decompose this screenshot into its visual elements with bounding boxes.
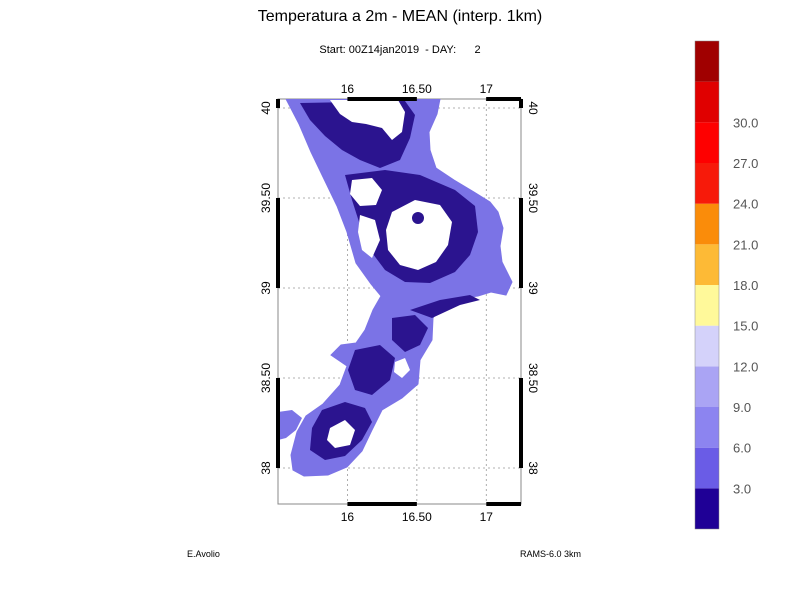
frame-bar-left [276, 198, 280, 288]
lat-tick-label-left: 38.50 [259, 363, 273, 393]
colorbar-swatch [695, 285, 719, 326]
cold-spot-sila [412, 212, 424, 224]
lat-tick-label-left: 39 [259, 281, 273, 295]
snow-aspromonte [327, 420, 355, 448]
colorbar-swatch [695, 163, 719, 204]
colorbar-label: 6.0 [733, 441, 751, 456]
colorbar-swatch [695, 203, 719, 245]
colorbar-label: 3.0 [733, 481, 751, 496]
lat-tick-label-left: 38 [259, 461, 273, 475]
colorbar-swatch [695, 81, 719, 123]
colorbar-label: 24.0 [733, 197, 758, 212]
colorbar-label: 18.0 [733, 278, 758, 293]
frame-bar-right [519, 198, 523, 288]
frame-bar-bottom [486, 502, 521, 506]
calabria-temperature-field [278, 99, 513, 477]
lat-tick-label-right: 38.50 [526, 363, 540, 393]
colorbar-label: 21.0 [733, 237, 758, 252]
lon-tick-label-bottom: 16.50 [402, 510, 432, 524]
frame-bar-top [486, 97, 521, 101]
cold-strip-east [410, 295, 480, 318]
colorbar-swatch [695, 122, 719, 163]
lon-tick-label-top: 17 [480, 82, 494, 96]
lat-tick-label-right: 40 [526, 101, 540, 115]
author-label: E.Avolio [187, 549, 220, 559]
colorbar-swatch [695, 366, 719, 407]
lon-tick-label-bottom: 17 [480, 510, 494, 524]
colorbar-swatch [695, 244, 719, 285]
model-label: RAMS-6.0 3km [520, 549, 582, 559]
tick-labels: 16 16 16.50 16.50 17 17 38 38 38.50 38.50 39 39 39.5… [259, 82, 540, 524]
frame-scale-bars [276, 97, 523, 506]
colorbar-label: 12.0 [733, 359, 758, 374]
frame-bar-top [347, 97, 417, 101]
snow-pollino [330, 100, 405, 140]
colorbar-swatch [695, 447, 719, 489]
frame-bar-right [519, 99, 523, 108]
lat-tick-label-left: 39.50 [259, 183, 273, 213]
colorbar-swatch [695, 488, 719, 529]
snow-sila [386, 200, 452, 270]
snow-serre [394, 358, 410, 378]
frame-bar-bottom [347, 502, 417, 506]
colorbar-swatch [695, 407, 719, 448]
lat-tick-label-right: 39 [526, 281, 540, 295]
colorbar-outline [694, 40, 720, 530]
colorbar-label: 27.0 [733, 156, 758, 171]
lat-tick-label-right: 39.50 [526, 183, 540, 213]
frame-bar-left [276, 378, 280, 468]
colorbar-swatch [695, 41, 719, 82]
cold-area-serre [392, 315, 428, 352]
lon-tick-label-top: 16 [341, 82, 355, 96]
cold-area-central [348, 345, 395, 395]
sicily-tip [278, 410, 302, 440]
colorbar-label: 15.0 [733, 319, 758, 334]
colorbar-label: 9.0 [733, 400, 751, 415]
lon-tick-label-bottom: 16 [341, 510, 355, 524]
lon-tick-label-top: 16.50 [402, 82, 432, 96]
lat-tick-label-left: 40 [259, 101, 273, 115]
frame-bar-right [519, 378, 523, 468]
snow-sila-north [350, 178, 382, 206]
colorbar: 3.0 6.0 9.0 12.0 15.0 18.0 21.0 24.0 27.0 30.0 [694, 40, 758, 530]
colorbar-label: 30.0 [733, 115, 758, 130]
map-title: Temperatura a 2m - MEAN (interp. 1km) [257, 8, 543, 25]
snow-coastal-range [358, 215, 380, 258]
frame-bar-left [276, 99, 280, 108]
lat-tick-label-right: 38 [526, 461, 540, 475]
map-subtitle: Start: 00Z14jan2019 - DAY: 2 [319, 44, 481, 56]
colorbar-swatch [695, 325, 719, 367]
